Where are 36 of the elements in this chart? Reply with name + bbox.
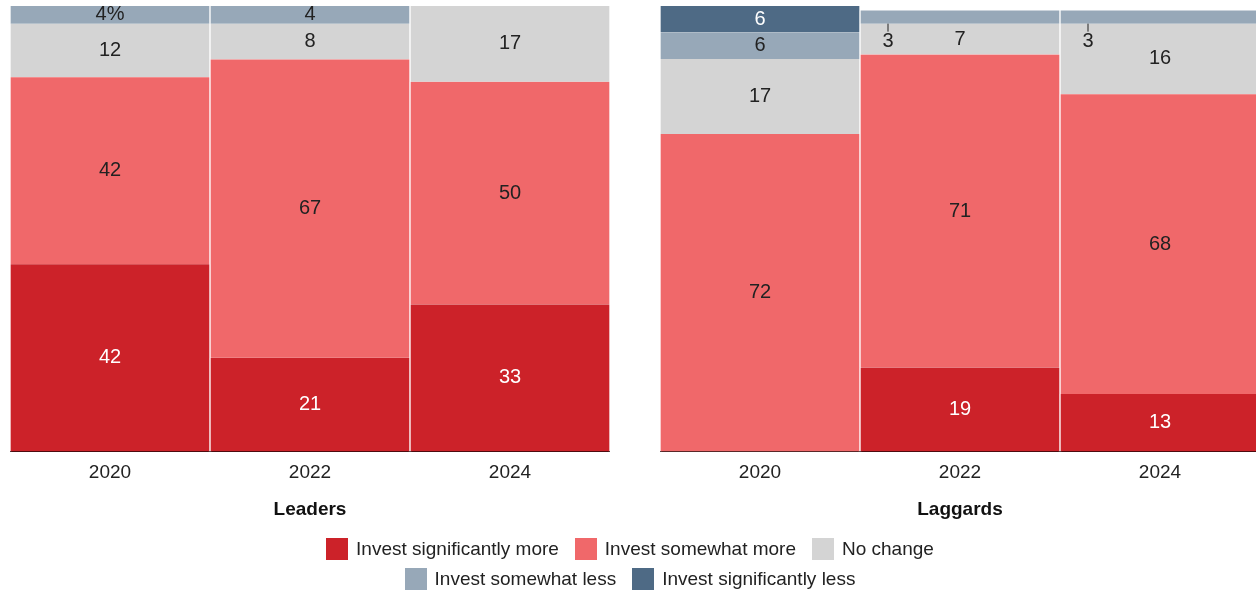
data-label: 33 xyxy=(498,365,522,388)
x-tick-label: 2020 xyxy=(738,461,782,483)
data-label: 12 xyxy=(98,38,122,61)
data-label: 50 xyxy=(498,180,522,203)
data-label: 72 xyxy=(748,280,772,303)
data-label: 17 xyxy=(498,31,522,54)
x-tick-label: 2022 xyxy=(288,461,332,483)
data-label: 8 xyxy=(304,29,316,52)
x-axis-title: Laggards xyxy=(917,497,1003,519)
data-label: 3 xyxy=(882,29,894,52)
data-label: 6 xyxy=(754,33,766,56)
data-label: 7 xyxy=(954,26,966,49)
data-label: 67 xyxy=(298,196,322,219)
x-axis-title: Leaders xyxy=(273,497,347,519)
legend-label: No change xyxy=(841,538,934,560)
data-label: 16 xyxy=(1148,46,1172,69)
x-tick-label: 2024 xyxy=(1138,461,1182,483)
x-tick-label: 2024 xyxy=(488,461,532,483)
x-tick-label: 2022 xyxy=(938,461,982,483)
data-label: 4 xyxy=(304,2,316,25)
legend-label: Invest somewhat more xyxy=(604,538,796,560)
data-label: 6 xyxy=(754,6,766,29)
legend-label: Invest significantly more xyxy=(356,538,559,560)
data-label: 68 xyxy=(1148,231,1172,254)
data-label: 4% xyxy=(95,2,125,25)
data-label: 13 xyxy=(1148,410,1172,433)
data-label: 17 xyxy=(748,83,772,106)
data-label: 71 xyxy=(948,198,972,221)
data-label: 3 xyxy=(1082,29,1094,52)
data-label: 42 xyxy=(98,158,122,181)
legend-label: Invest somewhat less xyxy=(434,568,617,590)
x-tick-label: 2020 xyxy=(88,461,132,483)
legend-label: Invest significantly less xyxy=(662,568,856,590)
data-label: 42 xyxy=(98,345,122,368)
data-label: 21 xyxy=(298,392,322,415)
data-label: 19 xyxy=(948,397,972,420)
